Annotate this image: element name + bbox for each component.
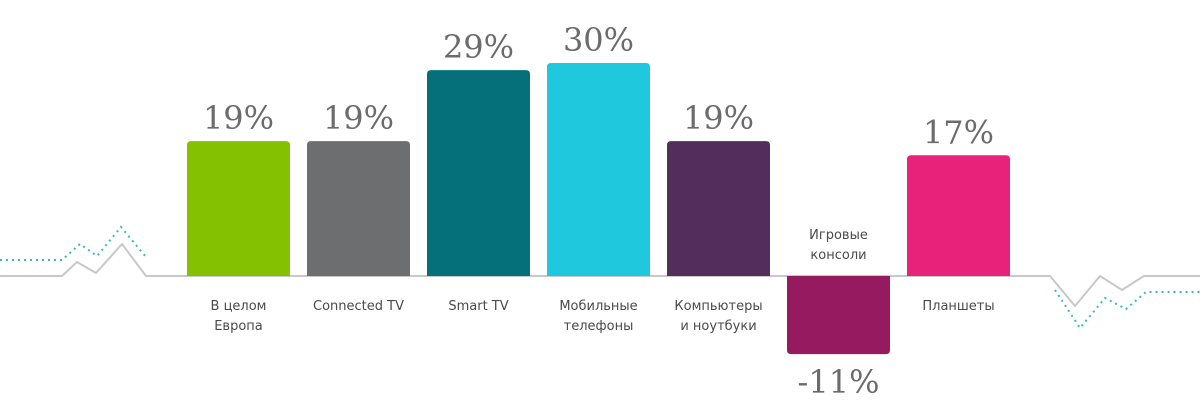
- category-label-4-0: Компьютеры: [674, 299, 762, 314]
- dotted-line-right: [1054, 289, 1200, 330]
- bar-4: [667, 141, 770, 276]
- category-label-0-0: В целом: [211, 299, 267, 314]
- category-label-5-1: консоли: [810, 248, 866, 263]
- bar-6: [907, 155, 1010, 276]
- bar-1: [307, 141, 410, 276]
- category-label-4-1: и ноутбуки: [680, 319, 756, 334]
- bar-2: [427, 70, 530, 276]
- category-label-6-0: Планшеты: [922, 299, 994, 314]
- value-labels-layer: 19% 19% 29% 30% 19% -11% 17%: [203, 21, 994, 401]
- value-label-3: 30%: [563, 21, 634, 59]
- bar-0: [187, 141, 290, 276]
- value-label-1: 19%: [323, 99, 394, 137]
- dotted-line-left: [0, 225, 147, 261]
- bar-3: [547, 63, 650, 276]
- category-labels-layer: В целом Европа Connected TV Smart TV Мобильн…: [211, 228, 995, 334]
- category-label-3-1: телефоны: [564, 319, 634, 334]
- value-label-5: -11%: [798, 363, 880, 401]
- category-label-5-0: Игровые: [809, 228, 868, 243]
- bars-layer: [187, 63, 1010, 355]
- bar-5: [787, 276, 890, 355]
- value-label-6: 17%: [923, 113, 994, 151]
- value-label-4: 19%: [683, 99, 754, 137]
- value-label-2: 29%: [443, 28, 514, 66]
- category-label-3-0: Мобильные: [559, 299, 637, 314]
- category-label-0-1: Европа: [214, 319, 263, 334]
- category-label-2-0: Smart TV: [448, 299, 508, 314]
- category-label-1-0: Connected TV: [313, 299, 404, 314]
- value-label-0: 19%: [203, 99, 274, 137]
